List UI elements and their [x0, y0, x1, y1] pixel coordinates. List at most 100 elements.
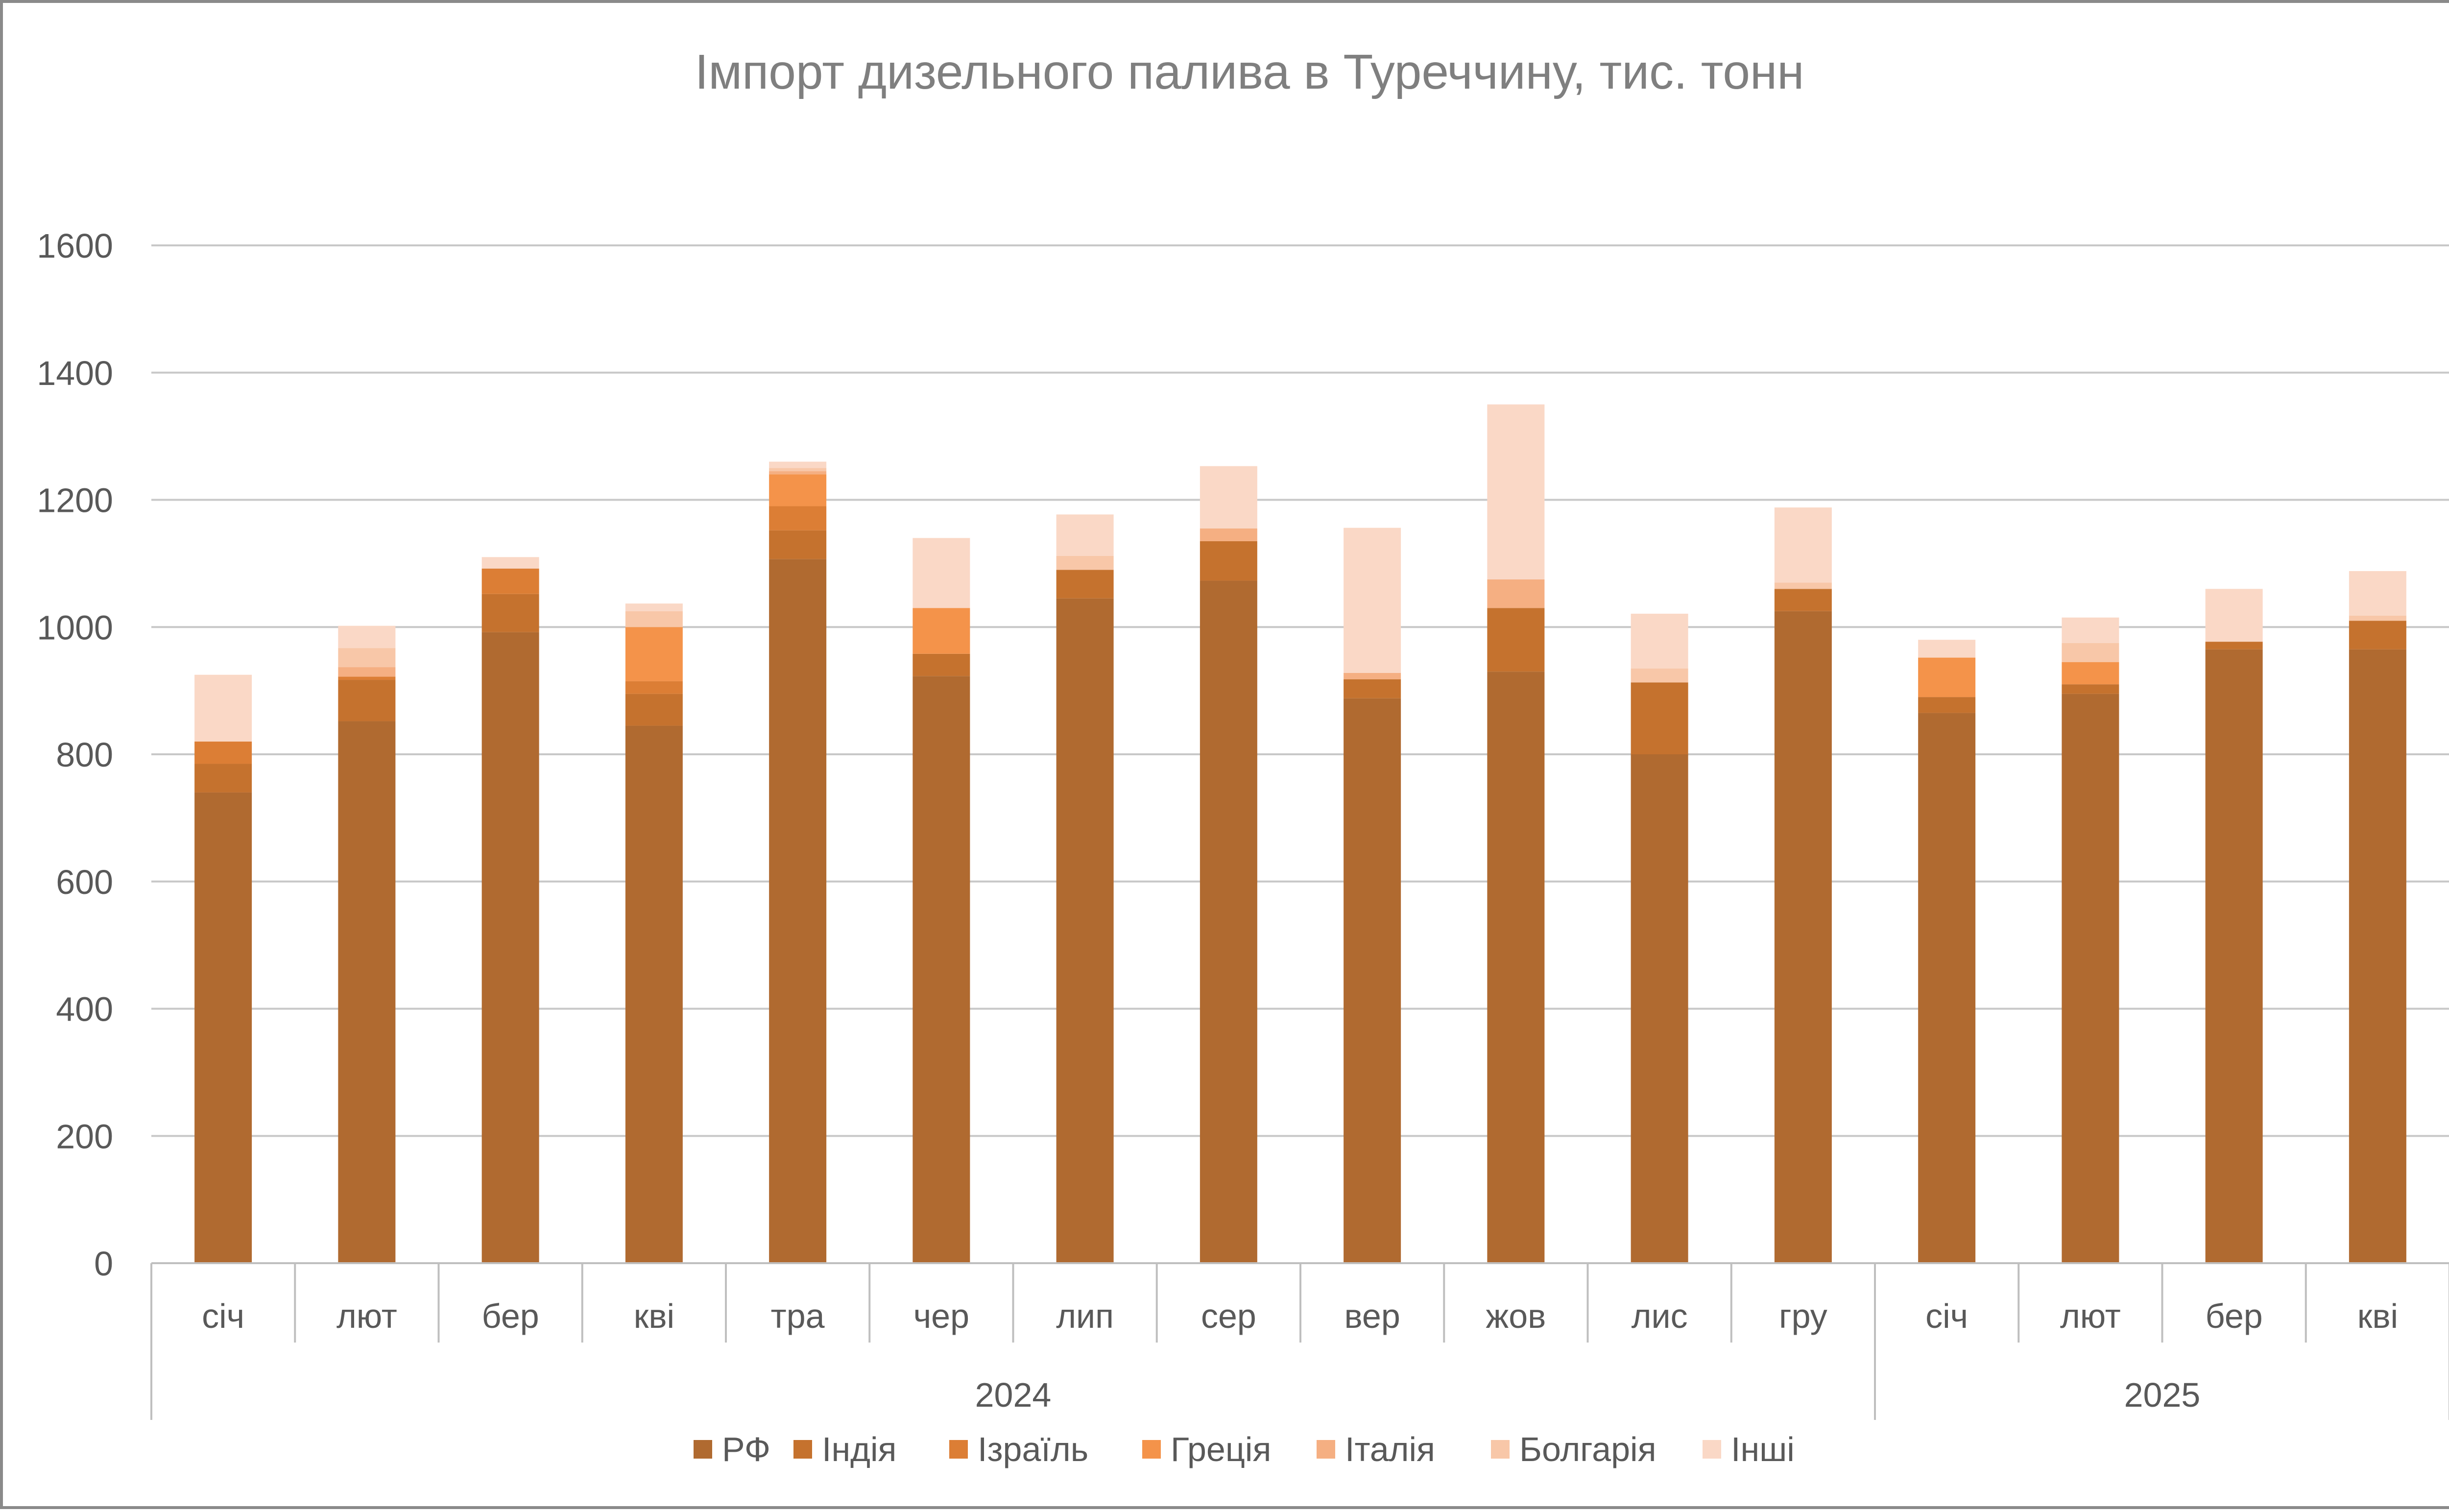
bar-segment [194, 742, 252, 764]
legend-label: Індія [822, 1430, 896, 1468]
bar-segment [2205, 589, 2263, 642]
bar-segment [769, 461, 827, 468]
bar-segment [481, 568, 539, 594]
x-tick-label: вер [1344, 1297, 1400, 1335]
bar-segment [1774, 507, 1832, 583]
bar-segment [912, 538, 970, 608]
y-tick-label: 1200 [37, 481, 113, 520]
bar-segment [625, 694, 683, 726]
y-tick-label: 200 [56, 1117, 113, 1155]
bar-segment [1774, 611, 1832, 1263]
bar-segment [2349, 615, 2406, 621]
legend-label: Болгарія [1519, 1430, 1657, 1468]
x-tick-label: лют [2060, 1297, 2121, 1335]
bar-segment [338, 667, 396, 677]
bar-segment [1918, 697, 1976, 713]
bar-segment [1344, 672, 1401, 679]
bar-segment [1200, 541, 1257, 581]
bar-segment [2062, 617, 2119, 643]
bar-segment [769, 468, 827, 472]
bar-segment [338, 676, 396, 680]
bar-segment [2205, 642, 2263, 649]
x-tick-label: січ [1925, 1297, 1968, 1335]
legend-label: Інші [1731, 1430, 1795, 1468]
x-group-label: 2024 [975, 1376, 1052, 1414]
legend-label: Італія [1345, 1430, 1435, 1468]
bar-segment [1631, 613, 1688, 669]
bar-segment [1774, 589, 1832, 611]
x-tick-label: чер [913, 1297, 969, 1335]
bar-segment [769, 506, 827, 530]
bar-segment [2062, 662, 2119, 685]
legend-label: Ізраїль [978, 1430, 1088, 1468]
y-axis-ticks: 0 200 400 600 800 1000 1200 1400 1600 [37, 227, 113, 1283]
bar-segment [2349, 621, 2406, 649]
x-tick-label: лют [336, 1297, 397, 1335]
bar-segment [1056, 570, 1114, 599]
bar-segment [1631, 682, 1688, 754]
y-tick-label: 400 [56, 990, 113, 1029]
bar-segment [625, 681, 683, 694]
chart-svg: Імпорт дизельного палива в Туреччину, ти… [37, 45, 2449, 1468]
bar-segment [1487, 608, 1545, 672]
bar-segment [1918, 640, 1976, 658]
legend-swatch [694, 1440, 712, 1459]
bar-segment [2062, 694, 2119, 1263]
bar-segment [2062, 684, 2119, 694]
chart-title: Імпорт дизельного палива в Туреччину, ти… [695, 45, 1804, 99]
bar-segment [338, 680, 396, 721]
x-tick-label: лип [1056, 1297, 1114, 1335]
bar-segment [769, 559, 827, 1263]
x-axis: січ лют бер кві тра чер лип сер вер жов лис гру січ л… [150, 1262, 2449, 1420]
bars [194, 404, 2406, 1263]
y-tick-label: 1600 [37, 227, 113, 265]
x-tick-label: гру [1779, 1297, 1827, 1335]
x-tick-label: кві [634, 1297, 674, 1335]
legend-label: РФ [722, 1430, 770, 1468]
legend-swatch [793, 1440, 812, 1459]
x-tick-label: січ [202, 1297, 244, 1335]
bar-segment [1487, 672, 1545, 1263]
y-tick-label: 1000 [37, 608, 113, 647]
x-tick-label: сер [1201, 1297, 1256, 1335]
bar-segment [1056, 555, 1114, 570]
x-tick-label: жов [1486, 1297, 1546, 1335]
bar-segment [194, 792, 252, 1263]
bar-segment [481, 632, 539, 1263]
bar-segment [912, 676, 970, 1263]
bar-segment [1774, 582, 1832, 589]
bar-segment [2349, 571, 2406, 616]
y-tick-label: 0 [94, 1245, 113, 1283]
bar-segment [769, 471, 827, 475]
bar-segment [194, 764, 252, 792]
x-tick-label: кві [2357, 1297, 2398, 1335]
bar-segment [338, 625, 396, 648]
bar-segment [1200, 528, 1257, 541]
legend-swatch [1491, 1440, 1510, 1459]
bar-segment [1344, 698, 1401, 1263]
bar-segment [2205, 649, 2263, 1263]
bar-segment [769, 474, 827, 506]
bar-segment [1344, 679, 1401, 698]
bar-segment [481, 557, 539, 569]
bar-segment [625, 627, 683, 681]
x-tick-label: бер [2206, 1297, 2263, 1335]
bar-segment [625, 725, 683, 1263]
bar-segment [338, 721, 396, 1263]
x-tick-label: лис [1632, 1297, 1688, 1335]
bar-segment [194, 674, 252, 742]
bar-segment [481, 594, 539, 632]
bar-segment [1918, 657, 1976, 697]
bar-segment [912, 653, 970, 676]
legend-label: Греція [1171, 1430, 1271, 1468]
bar-segment [2349, 649, 2406, 1263]
bar-segment [338, 648, 396, 668]
bar-segment [912, 608, 970, 654]
bar-segment [1200, 466, 1257, 528]
bar-segment [1056, 514, 1114, 556]
bar-segment [625, 611, 683, 627]
bar-segment [625, 603, 683, 611]
x-group-label: 2025 [2124, 1376, 2201, 1414]
x-tick-label: тра [771, 1297, 825, 1335]
bar-segment [769, 530, 827, 559]
